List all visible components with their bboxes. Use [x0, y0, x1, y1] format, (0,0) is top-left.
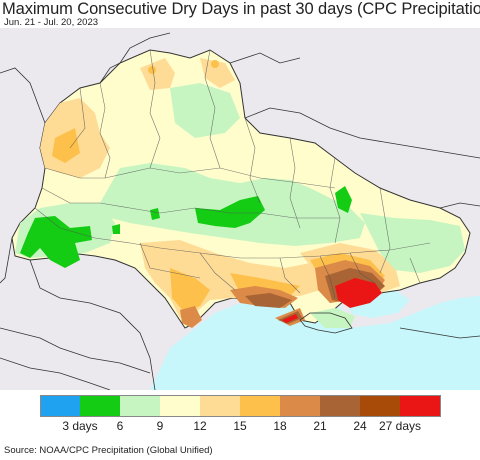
legend-tick-label: 15 [233, 419, 247, 433]
hotspot-north-2 [211, 60, 219, 68]
legend-swatch [160, 395, 200, 417]
crimea-outline [299, 312, 353, 334]
legend-tick-label: 3 days [62, 419, 98, 433]
legend-swatch [240, 395, 280, 417]
legend-swatch [80, 395, 120, 417]
zone-27-crimea [282, 314, 298, 323]
zone-15-northeast [200, 58, 235, 88]
map [0, 28, 480, 390]
zone-27-zaporizhzhia [335, 278, 382, 308]
black-sea [150, 290, 480, 390]
legend-tick-label: 21 [313, 419, 327, 433]
legend-swatch [400, 395, 441, 417]
legend-tick-label: 9 [156, 419, 164, 433]
zone-6-west [20, 216, 92, 268]
legend-swatch [40, 395, 81, 417]
zone-18-west [52, 128, 80, 163]
legend-tick-label: 24 [353, 419, 367, 433]
zone-21-odesa [180, 306, 202, 328]
legend-tick-label: 6 [116, 419, 124, 433]
legend-swatch [360, 395, 400, 417]
zone-24-coast [245, 293, 292, 308]
zone-6-spot-1 [150, 208, 160, 220]
legend-swatch [200, 395, 240, 417]
legend-tick-label: 12 [193, 419, 207, 433]
legend [40, 395, 441, 417]
hotspot-north-1 [148, 66, 156, 74]
legend-swatch [120, 395, 160, 417]
legend-tick-label: 18 [273, 419, 287, 433]
zone-6-center [195, 196, 265, 228]
zone-15-north [140, 58, 175, 90]
legend-swatch [280, 395, 320, 417]
zone-6-spot-2 [112, 224, 120, 234]
zone-18-south [170, 268, 210, 313]
zone-9-north [170, 83, 240, 138]
date-range: Jun. 21 - Jul. 20, 2023 [4, 17, 99, 28]
country-borders [0, 32, 480, 390]
oblast-boundaries [34, 49, 431, 299]
source-credit: Source: NOAA/CPC Precipitation (Global U… [4, 445, 213, 456]
map-title: Maximum Consecutive Dry Days in past 30 … [2, 0, 480, 18]
zone-6-northeast [335, 186, 352, 213]
legend-swatch [320, 395, 360, 417]
legend-tick-label: 27 days [378, 419, 422, 433]
